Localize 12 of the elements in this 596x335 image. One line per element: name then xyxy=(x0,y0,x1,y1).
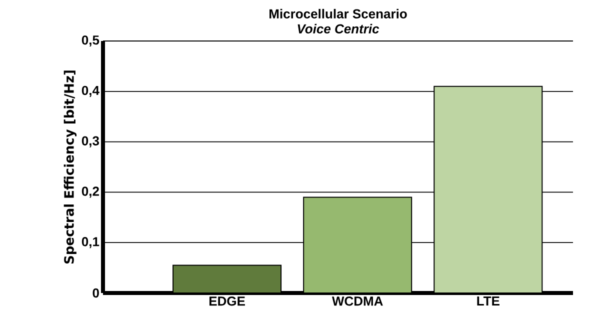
y-tick-label: 0,5 xyxy=(82,35,100,47)
chart-subtitle: Voice Centric xyxy=(298,24,380,34)
chart-title: Microcellular Scenario xyxy=(270,8,407,18)
x-tick-label: WCDMA xyxy=(332,296,383,306)
y-tick-label: 0,3 xyxy=(82,136,99,148)
x-tick-label: LTE xyxy=(477,296,500,306)
y-tick-label: 0 xyxy=(92,288,99,298)
y-tick-label: 0,2 xyxy=(82,186,99,198)
x-tick-label: EDGE xyxy=(209,296,245,306)
y-axis-title: Spectral Efficiency [bit/Hz] xyxy=(64,70,77,264)
y-tick-label: 0,4 xyxy=(82,86,100,97)
y-tick-label: 0,1 xyxy=(82,237,100,248)
